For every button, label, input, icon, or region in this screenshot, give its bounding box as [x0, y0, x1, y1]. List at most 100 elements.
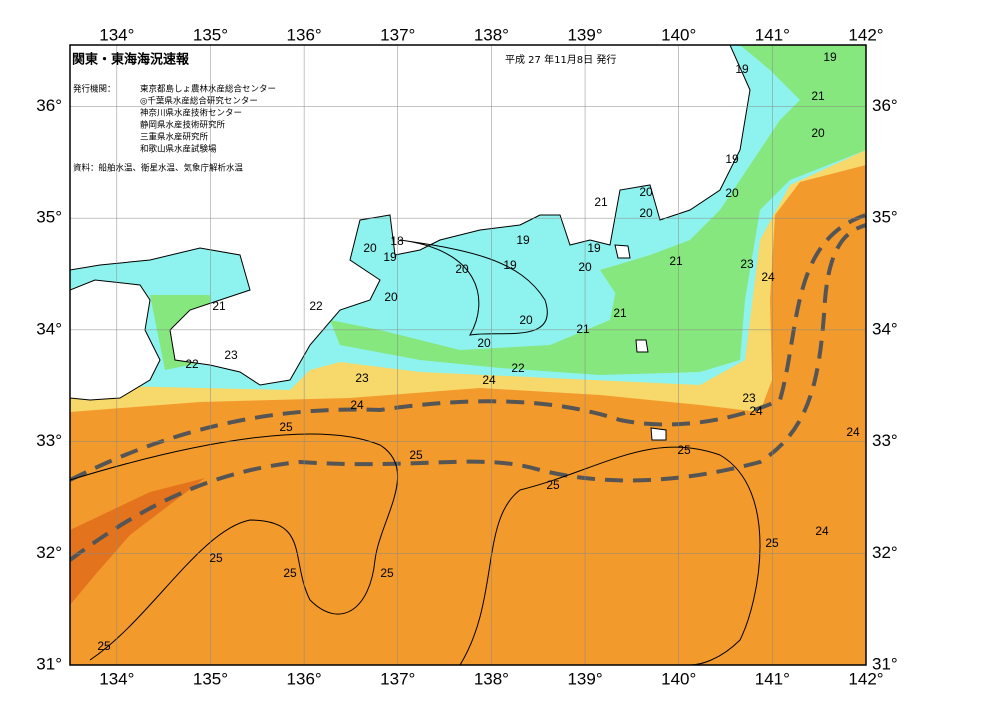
lon-tick-label: 134°	[99, 25, 134, 44]
contour-label: 24	[482, 373, 496, 387]
agency: 静岡県水産技術研究所	[140, 120, 226, 131]
contour-label: 20	[639, 206, 653, 220]
contour-label: 21	[594, 195, 608, 209]
contour-label: 21	[212, 299, 226, 313]
contour-label: 21	[613, 306, 627, 320]
isotherm-20	[399, 239, 548, 336]
lat-tick-label: 31°	[36, 654, 62, 673]
contour-label: 23	[740, 257, 754, 271]
warm-orange	[70, 165, 866, 665]
contour-label: 19	[383, 250, 397, 264]
island	[635, 339, 649, 353]
contour-label: 25	[380, 566, 394, 580]
agencies-label: 発行機関：	[73, 84, 116, 95]
contour-label: 20	[455, 262, 469, 276]
island	[614, 244, 631, 259]
issue-date: 平成 27 年11月8日 発行	[505, 53, 616, 66]
lat-tick-label: 32°	[872, 543, 898, 562]
labels: 134° 134° 135° 135° 136° 136° 137° 137° 138° 138°…	[36, 25, 897, 688]
map-layers	[70, 45, 866, 665]
lon-tick-label: 139°	[567, 669, 602, 688]
contour-label: 25	[209, 551, 223, 565]
contour-label: 20	[519, 313, 533, 327]
isotherm-24b	[70, 223, 866, 562]
agency: 神奈川県水産技術センター	[140, 108, 242, 119]
lat-tick-label: 31°	[872, 654, 898, 673]
contour-label: 21	[576, 322, 590, 336]
contour-label: 18	[390, 234, 404, 248]
contour-label: 24	[846, 425, 860, 439]
source: 資料：船舶水温、衛星水温、気象庁解析水温	[73, 163, 244, 174]
contour-label: 25	[279, 420, 293, 434]
contour-label: 21	[669, 254, 683, 268]
lon-tick-label: 137°	[380, 669, 415, 688]
contour-label: 20	[811, 126, 825, 140]
contour-label: 24	[761, 270, 775, 284]
contour-label: 21	[811, 89, 825, 103]
contour-label: 20	[477, 336, 491, 350]
lon-tick-label: 136°	[287, 669, 322, 688]
contour-label: 24	[815, 524, 829, 538]
agency: ◎千葉県水産総合研究センター	[140, 96, 258, 107]
contour-label: 23	[742, 391, 756, 405]
contour-label: 22	[511, 361, 525, 375]
lat-tick-label: 35°	[872, 208, 898, 227]
contour-label: 22	[185, 357, 199, 371]
contour-label: 23	[224, 348, 238, 362]
isotherm-24	[70, 213, 866, 482]
contour-label: 25	[765, 536, 779, 550]
contour-label: 25	[97, 639, 111, 653]
lon-tick-label: 141°	[755, 25, 790, 44]
contour-label: 25	[409, 448, 423, 462]
lon-tick-label: 138°	[474, 669, 509, 688]
contour-label: 23	[355, 371, 369, 385]
land-shikoku	[70, 279, 161, 401]
contour-label: 25	[283, 566, 297, 580]
contour-label: 20	[363, 241, 377, 255]
contour-label: 19	[587, 241, 601, 255]
contour-label: 20	[384, 290, 398, 304]
contour-label: 25	[677, 443, 691, 457]
contour-label: 19	[516, 233, 530, 247]
lat-tick-label: 33°	[36, 431, 62, 450]
lat-tick-label: 34°	[36, 319, 62, 338]
lon-tick-label: 142°	[848, 669, 883, 688]
lon-tick-label: 138°	[474, 25, 509, 44]
contour-label: 19	[823, 50, 837, 64]
contour-label: 20	[578, 260, 592, 274]
agency: 三重県水産研究所	[140, 132, 209, 143]
lon-tick-label: 141°	[755, 669, 790, 688]
lat-tick-label: 36°	[36, 96, 62, 115]
contour-label: 24	[350, 398, 364, 412]
map-title: 関東・東海海況速報	[72, 52, 190, 68]
contour-label: 22	[309, 299, 323, 313]
lat-tick-label: 35°	[36, 208, 62, 227]
lon-tick-label: 140°	[661, 25, 696, 44]
contour-label: 19	[735, 62, 749, 76]
contour-label: 19	[725, 152, 739, 166]
lat-tick-label: 33°	[872, 431, 898, 450]
map-frame	[69, 44, 867, 666]
lat-tick-label: 32°	[36, 543, 62, 562]
island	[650, 427, 667, 441]
agency: 和歌山県水産試験場	[140, 144, 217, 155]
contour-label: 20	[725, 186, 739, 200]
contour-label: 19	[503, 258, 517, 272]
contour-label: 25	[546, 478, 560, 492]
lon-tick-label: 135°	[193, 669, 228, 688]
lon-tick-label: 137°	[380, 25, 415, 44]
isotherm-25	[70, 433, 399, 661]
lon-tick-label: 139°	[567, 25, 602, 44]
green-patch	[600, 230, 740, 335]
contour-label: 20	[639, 185, 653, 199]
lat-tick-label: 36°	[872, 96, 898, 115]
contour-label: 24	[749, 404, 763, 418]
agency: 東京都島しょ農林水産総合センター	[140, 84, 276, 95]
isotherm-25b	[459, 446, 761, 665]
lon-tick-label: 136°	[287, 25, 322, 44]
lon-tick-label: 142°	[848, 25, 883, 44]
lon-tick-label: 134°	[99, 669, 134, 688]
lon-tick-label: 140°	[661, 669, 696, 688]
lon-tick-label: 135°	[193, 25, 228, 44]
